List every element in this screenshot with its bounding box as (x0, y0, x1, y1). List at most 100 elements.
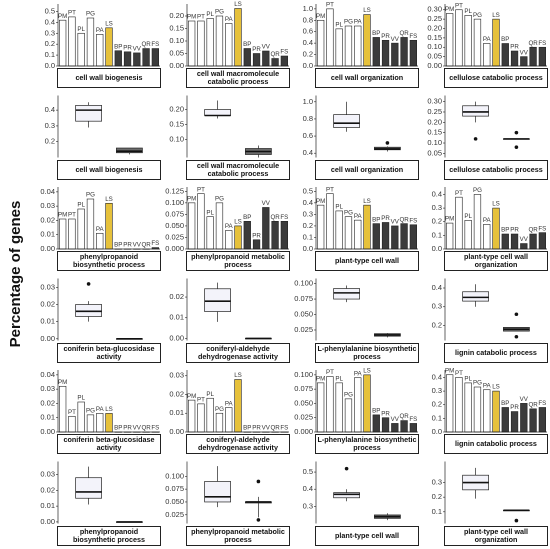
bar (391, 225, 399, 250)
y-tick-label: 0.30 (427, 5, 442, 14)
bar-label: PM (187, 195, 196, 202)
bar-label: QR (528, 401, 538, 408)
panel-title: phenylpropanoid biosynthetic process (57, 251, 161, 271)
bar (400, 37, 408, 67)
y-tick-label: 0.2 (45, 39, 55, 48)
y-tick-label: 0.100 (165, 471, 184, 480)
bar-label: PT (197, 186, 205, 193)
bar-label: PA (96, 406, 105, 413)
bar (372, 223, 380, 250)
bar (58, 19, 67, 67)
y-tick-label: 0.00 (40, 517, 55, 526)
bar-label: PT (68, 212, 76, 219)
y-tick-label: 0.050 (165, 497, 184, 506)
bar-label: VV (262, 200, 271, 207)
bar-label: PM (445, 6, 454, 13)
y-tick-label: 0.2 (303, 221, 313, 230)
bar-label: PG (86, 11, 95, 18)
y-tick-label: 0.050 (294, 398, 313, 407)
bar-label: LS (363, 198, 371, 205)
bar-label: PA (225, 400, 234, 407)
panel-title: phenylpropanoid biosynthetic process (57, 525, 161, 546)
bar-label: PA (483, 217, 492, 224)
bar-label: PR (252, 425, 261, 432)
bar (280, 221, 289, 250)
bar (409, 423, 418, 433)
bar-label: PT (197, 14, 205, 21)
bar (538, 232, 547, 250)
bar (455, 377, 463, 433)
bar (252, 239, 261, 250)
panel-title: coniferyl-aldehyde dehydrogenase activit… (186, 434, 290, 454)
y-tick-label: 0.25 (427, 14, 442, 23)
y-tick-label: 0.2 (45, 137, 55, 146)
bar-label: VV (133, 425, 142, 432)
bar-label: QR (270, 425, 280, 432)
y-tick-label: 0.04 (40, 187, 55, 196)
bar (225, 23, 233, 67)
bar-label: QR (141, 41, 151, 48)
bar-label: PM (187, 393, 196, 400)
bar-label: LS (492, 384, 500, 391)
y-tick-label: 0.025 (165, 510, 184, 519)
bar (381, 417, 390, 433)
bar-label: VV (391, 219, 400, 226)
bar-label: PL (464, 376, 472, 383)
bar-label: QR (528, 40, 538, 47)
y-tick-label: 0.2 (303, 50, 313, 59)
bar-label: PA (354, 19, 363, 26)
y-tick-label: 0.125 (165, 186, 184, 195)
y-tick-label: 0.2 (432, 400, 442, 409)
bar (77, 401, 85, 433)
bar-label: PG (473, 187, 482, 194)
bar (363, 204, 371, 250)
bar (197, 20, 205, 67)
bar-label: LS (105, 406, 113, 413)
y-tick-label: 0.050 (165, 221, 184, 230)
outlier (514, 334, 519, 339)
bar-label: FS (538, 40, 546, 47)
box (75, 477, 102, 499)
panel-title: coniferyl-aldehyde dehydrogenase activit… (186, 342, 290, 363)
bar (510, 50, 519, 67)
bar-label: VV (133, 46, 142, 53)
y-tick-label: 0.8 (303, 114, 313, 123)
bar (464, 382, 472, 433)
y-tick-label: 0.05 (427, 148, 442, 157)
bar-label: PL (77, 26, 85, 33)
bar (105, 202, 113, 250)
bar-label: FS (409, 33, 417, 40)
bar-label: FS (151, 41, 159, 48)
outlier (514, 518, 519, 523)
bar-label: PG (344, 209, 353, 216)
bar (363, 374, 371, 433)
bar-label: BP (114, 43, 122, 50)
bar (335, 382, 343, 433)
y-tick-label: 0.02 (40, 485, 55, 494)
bar-label: QR (528, 227, 538, 234)
y-tick-label: 0.02 (40, 215, 55, 224)
panel-title: coniferin beta-glucosidase activity (57, 342, 161, 363)
y-tick-label: 0.00 (40, 244, 55, 253)
panel-title: cell wall organization (315, 159, 419, 180)
bar-label: BP (372, 407, 380, 414)
bar-label: PT (326, 369, 334, 376)
bar-label: PA (96, 226, 105, 233)
bar-label: LS (363, 367, 371, 374)
bar-label: FS (538, 400, 546, 407)
bar-label: PT (455, 190, 463, 197)
y-tick-label: 0.04 (40, 370, 55, 379)
bar-label: FS (280, 214, 288, 221)
bar-label: FS (409, 217, 417, 224)
bar (326, 376, 334, 433)
bar (187, 202, 196, 250)
y-tick-label: 0.3 (432, 302, 442, 311)
bar-label: FS (409, 416, 417, 423)
bar (400, 420, 408, 433)
bar (354, 25, 362, 67)
y-tick-label: 0.4 (45, 17, 55, 26)
bar-label: LS (492, 201, 500, 208)
bar-label: VV (520, 49, 529, 56)
y-tick-label: 0.20 (427, 23, 442, 32)
